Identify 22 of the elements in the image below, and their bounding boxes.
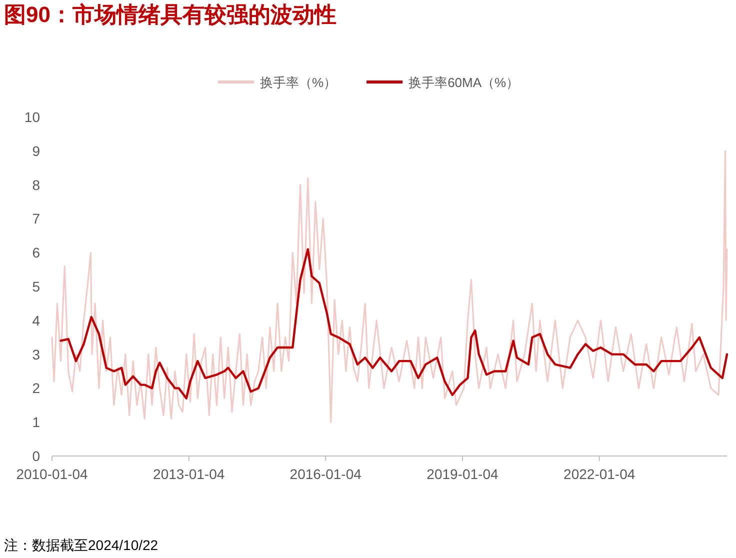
y-tick-label: 8 [32, 176, 40, 193]
x-tick-label: 2010-01-04 [16, 466, 88, 482]
y-tick-label: 1 [32, 414, 40, 430]
y-tick-label: 0 [32, 448, 40, 464]
y-tick-label: 3 [32, 346, 40, 362]
text: 注：数据截至2024/10/22 [4, 537, 158, 553]
line-series [60, 248, 728, 400]
y-tick-label: 2 [32, 380, 40, 396]
legend-label: 换手率60MA（%） [408, 75, 520, 90]
y-tick-label: 10 [24, 109, 40, 125]
x-tick-label: 2022-01-04 [564, 466, 636, 482]
y-tick-label: 9 [32, 142, 40, 159]
chart-title: 图90：市场情绪具有较强的波动性 [4, 2, 336, 27]
y-tick-label: 4 [32, 312, 40, 328]
y-tick-label: 7 [32, 210, 40, 227]
x-tick-label: 2016-01-04 [290, 466, 362, 482]
y-tick-label: 6 [32, 244, 40, 261]
line-series [51, 150, 728, 423]
x-tick-label: 2013-01-04 [153, 466, 225, 482]
legend-label: 换手率（%） [260, 75, 337, 90]
y-tick-label: 5 [32, 278, 40, 294]
x-tick-label: 2019-01-04 [426, 466, 499, 482]
